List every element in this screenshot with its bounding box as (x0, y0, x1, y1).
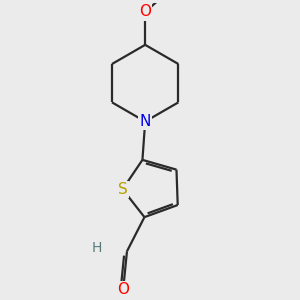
Text: O: O (139, 4, 151, 20)
Text: O: O (117, 282, 129, 297)
Text: S: S (118, 182, 128, 197)
Text: H: H (92, 241, 102, 255)
Text: N: N (140, 114, 151, 129)
